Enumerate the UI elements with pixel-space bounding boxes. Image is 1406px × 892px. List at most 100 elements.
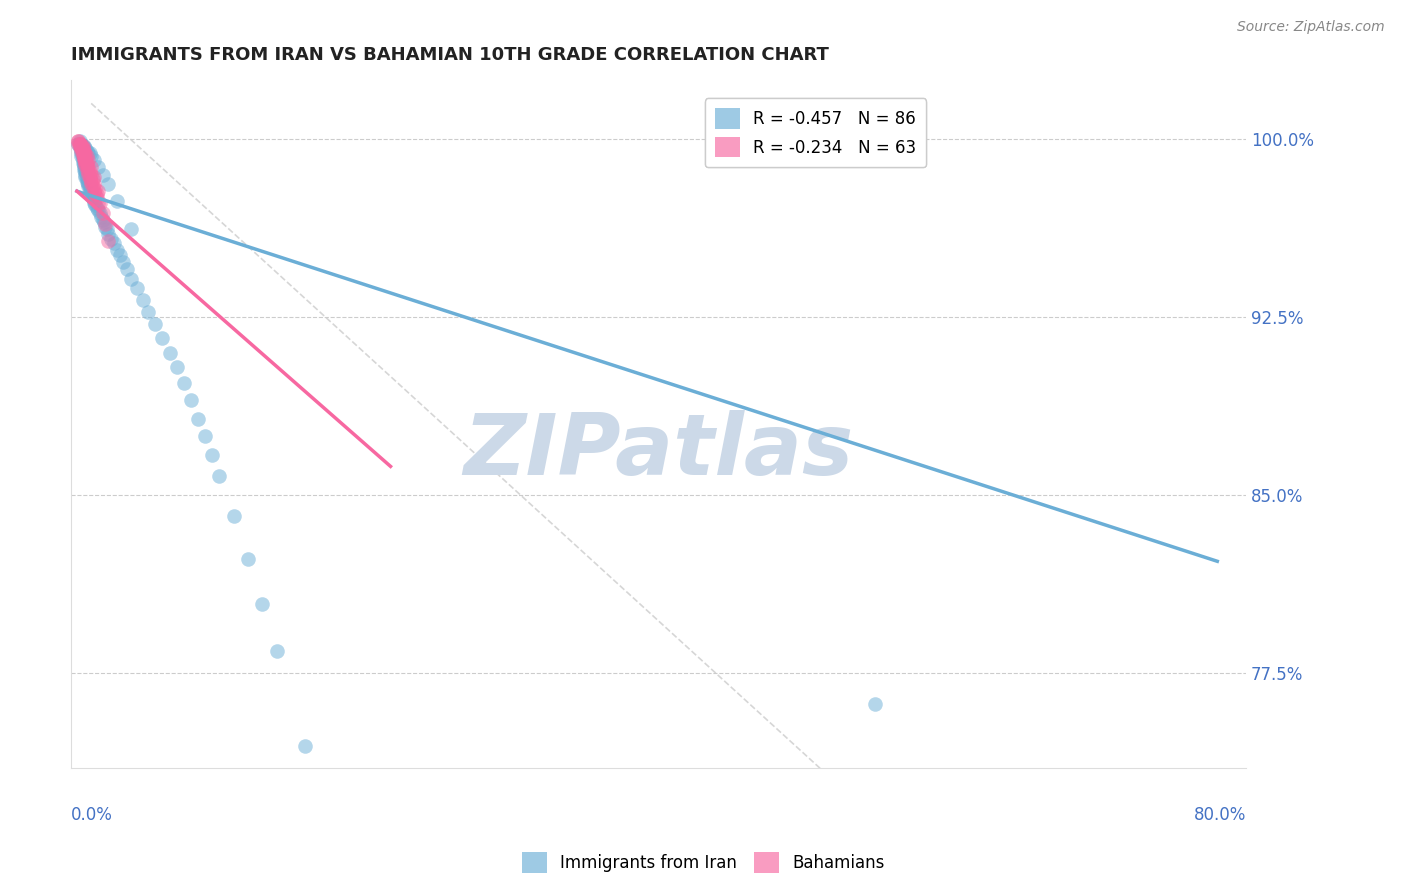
Point [94, 219, 117, 234]
Point [80, 186, 103, 201]
Point [75, 158, 97, 172]
Point [72, 153, 94, 168]
Point [83, 177, 105, 191]
Point [77, 165, 100, 179]
Point [80, 168, 103, 182]
Point [91, 212, 114, 227]
Point [252, 597, 274, 611]
Point [108, 248, 131, 262]
Legend: R = -0.457   N = 86, R = -0.234   N = 63: R = -0.457 N = 86, R = -0.234 N = 63 [704, 98, 927, 168]
Point [75, 155, 97, 169]
Point [208, 468, 231, 483]
Text: ZIPatlas: ZIPatlas [464, 409, 853, 492]
Point [97, 234, 120, 248]
Point [166, 359, 188, 374]
Point [73, 146, 96, 161]
Point [72, 151, 94, 165]
Point [83, 184, 105, 198]
Point [87, 161, 110, 175]
Point [91, 168, 114, 182]
Point [80, 189, 103, 203]
Point [180, 392, 202, 407]
Point [79, 146, 101, 161]
Point [83, 194, 105, 208]
Legend: Immigrants from Iran, Bahamians: Immigrants from Iran, Bahamians [515, 846, 891, 880]
Point [73, 161, 96, 175]
Point [125, 281, 148, 295]
Point [72, 148, 94, 162]
Point [72, 146, 94, 161]
Point [73, 139, 96, 153]
Point [67, 136, 90, 151]
Point [77, 168, 100, 182]
Point [83, 196, 105, 211]
Point [69, 136, 91, 151]
Point [70, 141, 93, 155]
Point [73, 148, 96, 162]
Point [73, 155, 96, 169]
Point [266, 644, 288, 658]
Text: Source: ZipAtlas.com: Source: ZipAtlas.com [1237, 20, 1385, 34]
Point [236, 552, 259, 566]
Point [79, 165, 101, 179]
Point [73, 158, 96, 172]
Point [79, 179, 101, 194]
Point [152, 331, 174, 345]
Point [73, 153, 96, 168]
Point [75, 168, 97, 182]
Point [69, 136, 91, 151]
Point [76, 162, 98, 177]
Point [75, 153, 97, 168]
Point [70, 136, 93, 151]
Point [75, 165, 97, 179]
Point [83, 153, 105, 168]
Point [103, 236, 125, 251]
Point [82, 191, 104, 205]
Point [79, 169, 101, 184]
Point [105, 244, 128, 258]
Point [136, 305, 159, 319]
Point [79, 182, 101, 196]
Point [76, 175, 98, 189]
Point [294, 739, 316, 754]
Point [87, 196, 110, 211]
Point [72, 155, 94, 169]
Point [77, 153, 100, 168]
Point [67, 134, 90, 148]
Point [75, 169, 97, 184]
Point [194, 428, 217, 442]
Point [76, 172, 98, 186]
Point [863, 697, 886, 711]
Point [80, 184, 103, 198]
Point [80, 148, 103, 162]
Point [70, 144, 93, 158]
Point [83, 169, 105, 184]
Point [84, 186, 107, 201]
Point [91, 205, 114, 219]
Point [70, 139, 93, 153]
Point [143, 317, 166, 331]
Point [77, 175, 100, 189]
Point [75, 151, 97, 165]
Point [86, 186, 108, 201]
Point [322, 837, 344, 851]
Point [201, 448, 224, 462]
Point [70, 139, 93, 153]
Point [77, 179, 100, 194]
Text: IMMIGRANTS FROM IRAN VS BAHAMIAN 10TH GRADE CORRELATION CHART: IMMIGRANTS FROM IRAN VS BAHAMIAN 10TH GR… [72, 46, 830, 64]
Point [72, 148, 94, 162]
Point [97, 227, 120, 241]
Point [89, 196, 111, 211]
Point [69, 141, 91, 155]
Point [73, 144, 96, 158]
Point [70, 139, 93, 153]
Point [69, 136, 91, 151]
Point [86, 191, 108, 205]
Point [72, 139, 94, 153]
Point [82, 189, 104, 203]
Point [76, 158, 98, 172]
Point [76, 144, 98, 158]
Point [72, 144, 94, 158]
Point [76, 155, 98, 169]
Point [72, 141, 94, 155]
